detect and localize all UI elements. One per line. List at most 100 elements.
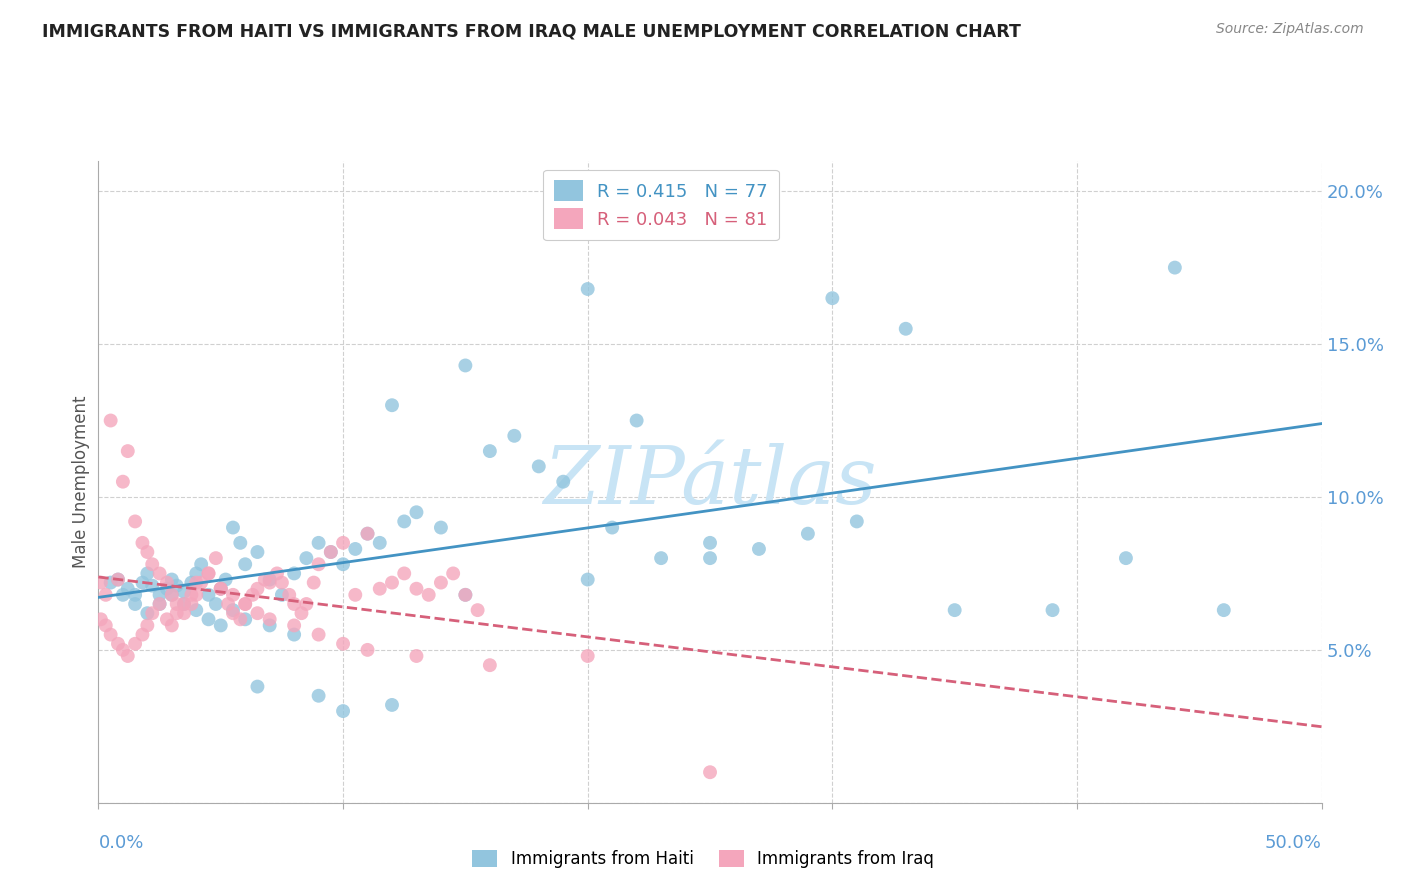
Point: [270, 575, 294, 590]
Point: [308, 627, 330, 641]
Point: [222, 603, 245, 617]
Point: [111, 475, 134, 489]
Point: [136, 545, 159, 559]
Point: [454, 359, 477, 373]
Point: [246, 582, 269, 596]
Point: [290, 606, 312, 620]
Point: [270, 588, 294, 602]
Point: [1164, 260, 1187, 275]
Point: [149, 566, 172, 581]
Point: [650, 551, 672, 566]
Point: [222, 520, 245, 534]
Point: [344, 541, 367, 556]
Point: [454, 588, 477, 602]
Point: [197, 566, 219, 581]
Point: [190, 575, 212, 590]
Point: [160, 573, 183, 587]
Point: [405, 582, 427, 596]
Point: [295, 597, 318, 611]
Point: [381, 575, 404, 590]
Point: [626, 413, 648, 427]
Y-axis label: Male Unemployment: Male Unemployment: [72, 395, 90, 568]
Point: [1042, 603, 1064, 617]
Point: [1115, 551, 1137, 566]
Point: [100, 575, 122, 590]
Point: [214, 573, 236, 587]
Point: [319, 545, 342, 559]
Point: [699, 536, 721, 550]
Point: [136, 566, 159, 581]
Point: [478, 444, 501, 458]
Point: [302, 575, 325, 590]
Point: [527, 459, 550, 474]
Point: [576, 648, 599, 663]
Point: [283, 627, 305, 641]
Point: [278, 588, 301, 602]
Point: [699, 551, 721, 566]
Point: [131, 575, 153, 590]
Point: [117, 582, 139, 596]
Point: [405, 505, 427, 519]
Point: [319, 545, 342, 559]
Point: [186, 575, 208, 590]
Point: [576, 573, 599, 587]
Point: [149, 597, 172, 611]
Text: 50.0%: 50.0%: [1265, 834, 1322, 852]
Point: [430, 520, 453, 534]
Point: [124, 637, 146, 651]
Point: [141, 558, 163, 572]
Point: [173, 584, 195, 599]
Point: [186, 603, 208, 617]
Text: ZIPátlas: ZIPátlas: [543, 443, 877, 520]
Point: [205, 551, 228, 566]
Point: [308, 558, 330, 572]
Point: [111, 643, 134, 657]
Point: [797, 526, 820, 541]
Point: [246, 680, 269, 694]
Point: [166, 579, 188, 593]
Text: IMMIGRANTS FROM HAITI VS IMMIGRANTS FROM IRAQ MALE UNEMPLOYMENT CORRELATION CHAR: IMMIGRANTS FROM HAITI VS IMMIGRANTS FROM…: [42, 22, 1021, 40]
Legend: Immigrants from Haiti, Immigrants from Iraq: Immigrants from Haiti, Immigrants from I…: [465, 843, 941, 875]
Point: [845, 515, 868, 529]
Point: [332, 536, 354, 550]
Point: [392, 515, 416, 529]
Point: [222, 606, 245, 620]
Point: [166, 597, 188, 611]
Point: [131, 627, 153, 641]
Point: [90, 575, 112, 590]
Point: [100, 627, 122, 641]
Text: Source: ZipAtlas.com: Source: ZipAtlas.com: [1216, 22, 1364, 37]
Point: [141, 579, 163, 593]
Point: [454, 588, 477, 602]
Point: [136, 618, 159, 632]
Point: [100, 413, 122, 427]
Point: [332, 558, 354, 572]
Point: [209, 582, 232, 596]
Point: [209, 618, 232, 632]
Point: [266, 566, 288, 581]
Point: [392, 566, 416, 581]
Point: [156, 575, 179, 590]
Point: [90, 612, 112, 626]
Point: [253, 573, 276, 587]
Point: [180, 588, 202, 602]
Point: [332, 637, 354, 651]
Point: [478, 658, 501, 673]
Point: [259, 618, 281, 632]
Point: [356, 643, 378, 657]
Text: 0.0%: 0.0%: [98, 834, 143, 852]
Point: [356, 526, 378, 541]
Point: [217, 597, 239, 611]
Point: [259, 612, 281, 626]
Point: [553, 475, 575, 489]
Point: [173, 606, 195, 620]
Point: [576, 282, 599, 296]
Point: [821, 291, 844, 305]
Point: [600, 520, 623, 534]
Point: [1212, 603, 1234, 617]
Point: [107, 637, 129, 651]
Point: [259, 573, 281, 587]
Point: [209, 582, 232, 596]
Point: [748, 541, 770, 556]
Point: [180, 597, 202, 611]
